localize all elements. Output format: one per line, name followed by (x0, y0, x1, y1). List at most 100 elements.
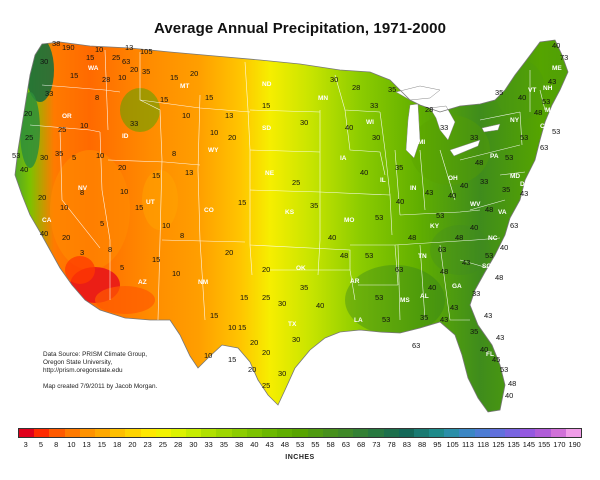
value-label: 40 (552, 41, 560, 50)
value-label: 30 (40, 153, 48, 162)
value-label: 8 (80, 188, 84, 197)
value-label: 40 (500, 243, 508, 252)
value-label: 20 (225, 248, 233, 257)
value-label: 10 (182, 111, 190, 120)
value-labels: 38 190 13 105 25 15 10 63 20 35 30 15 28… (12, 39, 568, 400)
value-label: 13 (125, 43, 133, 52)
credit-line: Data Source: PRISM Climate Group, (43, 351, 148, 358)
value-label: 53 (542, 97, 550, 106)
value-label: 25 (58, 125, 66, 134)
value-label: 40 (518, 93, 526, 102)
value-label: 190 (62, 43, 75, 52)
value-label: 35 (310, 201, 318, 210)
value-label: 35 (300, 283, 308, 292)
value-label: 13 (225, 111, 233, 120)
value-label: 10 (118, 73, 126, 82)
legend-color-bar (18, 428, 582, 438)
legend-tick-label: 30 (189, 440, 198, 449)
state-label: TN (418, 253, 427, 260)
legend-tick-label: 88 (418, 440, 427, 449)
state-label: CA (42, 217, 52, 224)
legend-tick-labels: 3 5 8 10 13 15 18 20 23 25 28 30 33 35 38 40 43 48 53 55 58 6… (18, 440, 582, 450)
value-label: 33 (480, 177, 488, 186)
value-label: 35 (502, 185, 510, 194)
value-label: 5 (120, 263, 124, 272)
value-label: 40 (360, 168, 368, 177)
value-label: 8 (180, 231, 184, 240)
value-label: 40 (345, 123, 353, 132)
legend-tick-label: 73 (372, 440, 381, 449)
state-label: UT (146, 199, 155, 206)
legend-swatch (383, 429, 399, 437)
map-title: Average Annual Precipitation, 1971-2000 (153, 20, 447, 37)
state-label: NM (198, 279, 208, 286)
value-label: 10 (120, 187, 128, 196)
value-label: 33 (440, 123, 448, 132)
value-label: 33 (370, 101, 378, 110)
legend-swatch (413, 429, 430, 437)
legend-swatch (170, 429, 187, 437)
legend-tick-label: 15 (97, 440, 106, 449)
value-label: 25 (262, 293, 270, 302)
value-label: 40 (316, 301, 324, 310)
lake-ontario (481, 123, 501, 133)
value-label: 20 (62, 233, 70, 242)
legend-tick-label: 170 (553, 440, 566, 449)
state-label: IL (380, 177, 386, 184)
legend-tick-label: 35 (219, 440, 228, 449)
value-label: 35 (470, 327, 478, 336)
value-label: 43 (450, 303, 458, 312)
legend-swatch (155, 429, 171, 437)
value-label: 43 (520, 189, 528, 198)
value-label: 30 (278, 299, 286, 308)
value-label: 40 (448, 191, 456, 200)
value-label: 43 (425, 188, 433, 197)
legend-swatch (322, 429, 338, 437)
legend-swatch (337, 429, 354, 437)
legend-swatch (459, 429, 475, 437)
value-label: 35 (420, 313, 428, 322)
value-label: 40 (460, 181, 468, 190)
value-label: 30 (278, 369, 286, 378)
value-label: 8 (95, 93, 99, 102)
value-label: 43 (548, 77, 556, 86)
state-label: OR (62, 113, 72, 120)
state-label: MS (400, 297, 410, 304)
legend-swatch (110, 429, 126, 437)
state-label: DE (520, 181, 530, 188)
legend-tick-label: 190 (568, 440, 581, 449)
value-label: 48 (485, 205, 493, 214)
value-label: 33 (130, 119, 138, 128)
value-label: 25 (292, 178, 300, 187)
legend-tick-label: 83 (402, 440, 411, 449)
legend-tick-label: 10 (67, 440, 76, 449)
legend-swatch (79, 429, 95, 437)
legend-tick-label: 18 (113, 440, 122, 449)
value-label: 40 (428, 283, 436, 292)
legend-tick-label: 13 (82, 440, 91, 449)
state-label: NE (265, 170, 275, 177)
value-label: 45 (492, 355, 500, 364)
value-label: 48 (475, 158, 483, 167)
legend-tick-label: 33 (204, 440, 213, 449)
state-label: KY (430, 223, 440, 230)
legend-tick-label: 40 (250, 440, 259, 449)
value-label: 20 (38, 193, 46, 202)
legend-swatch (474, 429, 490, 437)
value-label: 20 (118, 163, 126, 172)
value-label: 10 (210, 128, 218, 137)
legend-swatch (186, 429, 202, 437)
value-label: 10 (228, 323, 236, 332)
value-label: 20 (250, 338, 258, 347)
state-label: LA (354, 317, 363, 324)
state-label: MN (318, 95, 328, 102)
state-labels: WA OR CA NV ID MT WY UT AZ CO NM ND SD N… (42, 65, 562, 358)
state-label: SD (262, 125, 271, 132)
legend-swatch (64, 429, 80, 437)
legend-tick-label: 20 (128, 440, 137, 449)
credit-line: Oregon State University, (43, 359, 113, 366)
legend-swatch (535, 429, 551, 437)
legend-swatch (565, 429, 581, 437)
legend-swatch (489, 429, 505, 437)
